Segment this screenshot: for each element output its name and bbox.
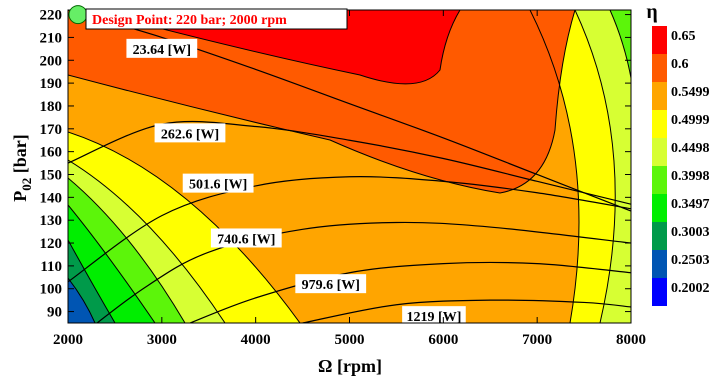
x-tick-label: 5000	[335, 332, 365, 348]
x-axis-ticks: 2000 3000 4000 5000 6000 7000 8000	[53, 10, 646, 348]
colorbar-swatch	[652, 278, 667, 306]
y-tick-label: 180	[40, 99, 63, 115]
power-label-box	[402, 306, 466, 326]
colorbar-swatch	[652, 54, 667, 82]
power-line-label: 1219 [W]	[407, 310, 462, 325]
power-line-label: 501.6 [W]	[189, 178, 247, 193]
y-tick-label: 140	[40, 190, 63, 206]
power-label-box	[154, 123, 226, 143]
design-point-marker	[68, 5, 88, 25]
y-tick-label: 90	[47, 305, 62, 321]
power-line	[68, 10, 631, 212]
colorbar-level-label: 0.5499	[671, 85, 710, 100]
y-tick-label: 100	[40, 282, 63, 298]
colorbar-swatch	[652, 166, 667, 194]
y-tick-label: 150	[40, 167, 63, 183]
x-tick-label: 8000	[616, 332, 646, 348]
power-labels: 23.64 [W] 262.6 [W] 501.6 [W] 740.6 [W] 979.…	[126, 38, 466, 326]
y-tick-label: 130	[40, 213, 63, 229]
colorbar-swatch	[652, 82, 667, 110]
y-tick-label: 190	[40, 76, 63, 92]
y-axis-ticks: 90 100 110 120 130 140 150 160 170 180 190 200 210 22…	[40, 8, 631, 321]
power-label-box	[210, 228, 282, 248]
colorbar-level-label: 0.3003	[671, 225, 710, 240]
colorbar-level-label: 0.65	[671, 29, 696, 44]
design-point-label: Design Point: 220 bar; 2000 rpm	[92, 13, 287, 28]
colorbar-level-label: 0.2503	[671, 253, 710, 268]
colorbar: η 0.65 0.6 0.5499 0.4999 0.4498 0.3998 0.3497 0…	[646, 1, 710, 306]
colorbar-swatch	[652, 250, 667, 278]
power-line	[68, 176, 631, 283]
power-line-label: 262.6 [W]	[161, 127, 219, 142]
x-tick-label: 7000	[522, 332, 552, 348]
y-axis-title: P02 [bar]	[10, 134, 34, 202]
colorbar-level-label: 0.4999	[671, 113, 710, 128]
colorbar-swatch	[652, 138, 667, 166]
colorbar-swatch	[652, 194, 667, 222]
colorbar-level-label: 0.4498	[671, 141, 710, 156]
power-line-label: 740.6 [W]	[217, 232, 275, 247]
contour-band-0-4499	[68, 10, 631, 323]
power-label-box	[126, 38, 198, 58]
x-tick-label: 2000	[53, 332, 83, 348]
design-point: Design Point: 220 bar; 2000 rpm	[68, 5, 348, 30]
y-tick-label: 170	[40, 122, 63, 138]
x-axis-title: Ω [rpm]	[318, 356, 382, 376]
colorbar-title: η	[646, 1, 657, 23]
power-label-box	[182, 173, 254, 193]
power-line	[96, 221, 631, 323]
power-line-label: 979.6 [W]	[302, 278, 360, 293]
y-tick-label: 210	[40, 30, 63, 46]
colorbar-level-label: 0.6	[671, 57, 689, 72]
design-point-label-box	[85, 8, 348, 30]
colorbar-level-label: 0.3497	[671, 197, 710, 212]
colorbar-swatch	[652, 110, 667, 138]
colorbar-swatch	[652, 222, 667, 250]
colorbar-level-label: 0.3998	[671, 169, 710, 184]
power-label-box	[295, 274, 367, 294]
power-line-label: 23.64 [W]	[133, 43, 191, 58]
colorbar-level-label: 0.2002	[671, 281, 710, 296]
x-tick-label: 6000	[428, 332, 458, 348]
contour-lines	[68, 10, 631, 323]
x-tick-label: 4000	[241, 332, 271, 348]
y-tick-label: 220	[40, 8, 63, 24]
contour-band-0-2002	[68, 278, 95, 323]
y-tick-label: 160	[40, 145, 63, 161]
power-line	[302, 299, 631, 323]
colorbar-swatch	[652, 26, 667, 54]
y-tick-label: 200	[40, 53, 63, 69]
power-line	[189, 261, 631, 323]
contour-fill	[68, 10, 631, 323]
y-tick-label: 120	[40, 236, 63, 252]
x-tick-label: 3000	[147, 332, 177, 348]
y-tick-label: 110	[40, 259, 62, 275]
